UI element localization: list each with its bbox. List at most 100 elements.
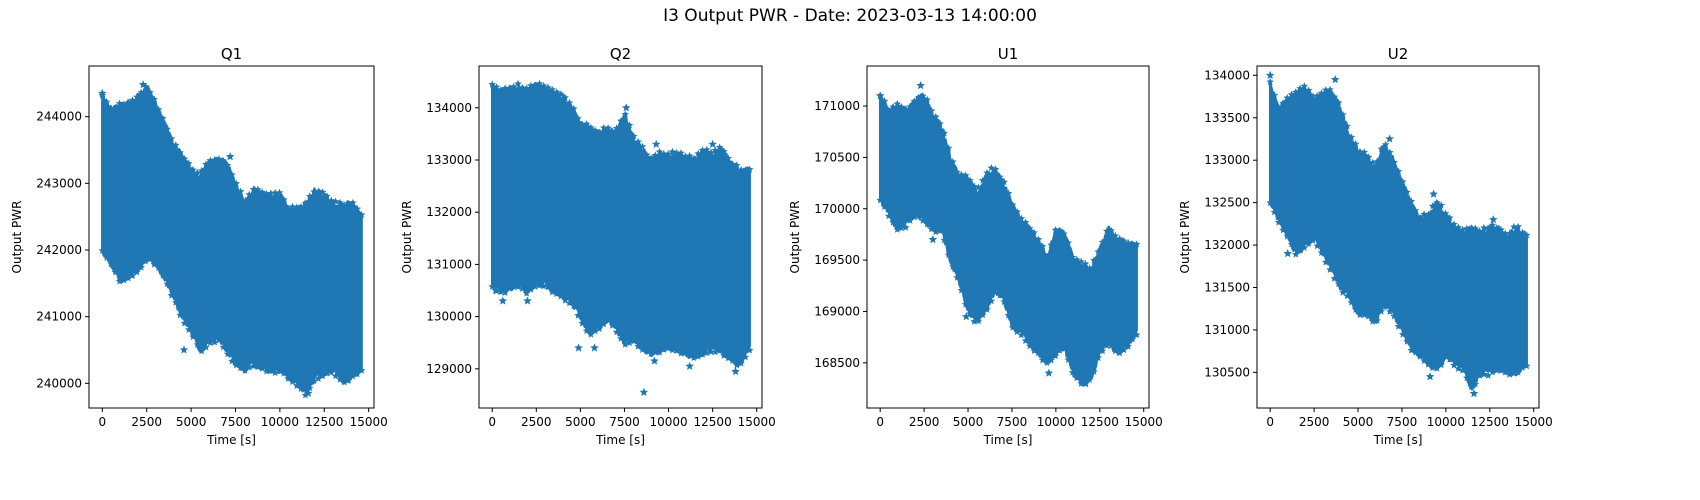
data-point xyxy=(1356,147,1364,156)
data-point xyxy=(254,185,262,193)
data-point xyxy=(650,356,659,365)
data-point xyxy=(1004,189,1013,197)
data-point xyxy=(970,317,978,325)
data-point xyxy=(961,300,970,308)
data-point xyxy=(1510,369,1518,377)
data-point xyxy=(1385,134,1394,143)
data-point xyxy=(884,212,893,220)
data-point xyxy=(1373,316,1381,324)
data-point xyxy=(357,366,366,374)
data-point xyxy=(271,368,279,377)
data-point xyxy=(1390,312,1398,320)
x-tick-label: 7500 xyxy=(1387,415,1418,429)
data-point xyxy=(1051,351,1060,360)
data-point xyxy=(305,384,314,392)
data-point xyxy=(962,312,971,321)
data-point xyxy=(1428,363,1437,372)
x-tick-label: 10000 xyxy=(1427,415,1465,429)
data-point xyxy=(936,227,944,235)
data-point xyxy=(249,362,258,370)
data-point xyxy=(737,359,745,367)
data-point xyxy=(720,147,728,155)
data-point xyxy=(733,161,741,169)
x-tick-label: 15000 xyxy=(350,415,388,429)
data-point xyxy=(514,79,522,88)
data-point xyxy=(638,142,647,150)
y-tick-label: 131000 xyxy=(426,257,472,271)
data-point xyxy=(1330,75,1340,84)
data-point xyxy=(1463,224,1471,232)
x-axis-label: Time [s] xyxy=(983,433,1033,447)
data-point xyxy=(1081,378,1090,387)
data-point xyxy=(664,150,672,158)
data-point xyxy=(880,202,889,210)
data-point xyxy=(1279,99,1287,107)
data-point xyxy=(150,95,158,103)
data-point xyxy=(708,139,717,148)
data-point xyxy=(1334,98,1343,106)
data-point xyxy=(1356,310,1364,319)
data-point xyxy=(1107,226,1115,234)
data-point xyxy=(518,284,527,292)
data-point xyxy=(715,346,724,354)
data-point xyxy=(548,85,557,93)
data-point xyxy=(1390,158,1398,166)
data-point xyxy=(634,342,642,350)
data-point xyxy=(1514,222,1522,230)
data-point xyxy=(919,216,927,224)
data-point xyxy=(293,381,301,389)
data-point xyxy=(949,157,957,166)
data-point xyxy=(159,114,167,122)
data-point xyxy=(1360,148,1368,156)
data-point xyxy=(102,98,111,106)
data-point xyxy=(98,88,107,97)
data-point xyxy=(179,345,189,354)
data-point xyxy=(634,137,642,146)
data-point xyxy=(154,263,163,272)
data-point xyxy=(914,93,923,101)
data-point xyxy=(1471,380,1480,388)
data-point xyxy=(1300,243,1309,251)
data-point xyxy=(133,93,141,101)
data-point xyxy=(1266,77,1274,86)
data-point xyxy=(1469,389,1479,398)
data-point xyxy=(509,282,518,291)
data-point xyxy=(531,282,539,290)
data-point xyxy=(197,347,206,355)
data-point xyxy=(509,82,518,90)
y-tick-label: 169000 xyxy=(814,304,860,318)
data-point xyxy=(932,112,940,120)
data-point xyxy=(1343,122,1351,130)
data-point xyxy=(1000,297,1008,305)
data-point xyxy=(1111,231,1120,240)
data-point xyxy=(128,271,137,279)
data-point xyxy=(906,216,914,224)
y-tick-label: 244000 xyxy=(36,110,82,124)
data-point xyxy=(331,197,340,205)
data-point xyxy=(128,96,137,104)
x-tick-label: 7500 xyxy=(220,415,251,429)
data-point xyxy=(1480,370,1488,378)
data-point xyxy=(1107,341,1115,350)
x-tick-label: 2500 xyxy=(1299,415,1330,429)
data-point xyxy=(1326,85,1334,93)
data-point xyxy=(1441,352,1450,360)
data-point xyxy=(927,106,936,114)
data-point xyxy=(1347,133,1356,141)
data-point xyxy=(1501,229,1510,237)
x-tick-label: 15000 xyxy=(1515,415,1553,429)
data-point xyxy=(1450,220,1458,228)
data-point xyxy=(630,132,638,140)
panel-title: U2 xyxy=(1388,45,1409,63)
data-point xyxy=(621,110,629,118)
data-point xyxy=(617,117,625,125)
data-point xyxy=(1055,226,1064,234)
data-point xyxy=(1369,158,1377,166)
data-point xyxy=(527,81,535,89)
data-point xyxy=(1287,90,1296,98)
data-point xyxy=(974,183,983,191)
data-point xyxy=(215,336,223,344)
data-point xyxy=(966,176,974,184)
data-point xyxy=(715,143,724,151)
data-point xyxy=(923,95,931,104)
